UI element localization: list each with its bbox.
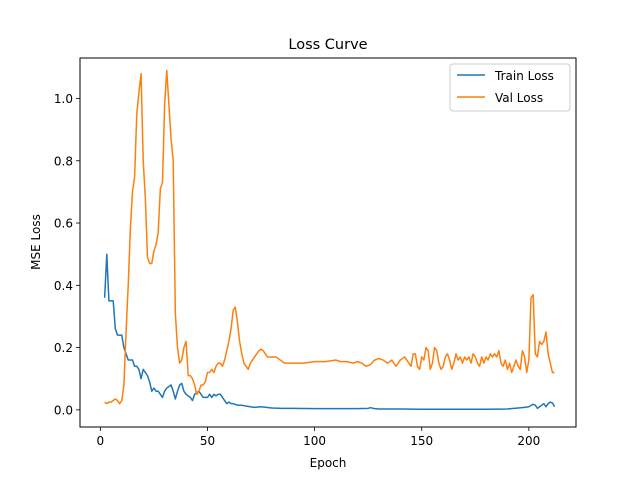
x-axis-ticks: 0 50 100 150 200 bbox=[97, 427, 540, 448]
legend-label-train-loss: Train Loss bbox=[494, 69, 554, 83]
y-tick-label: 1.0 bbox=[54, 92, 73, 106]
series-line-val-loss bbox=[104, 69, 555, 405]
y-tick-label: 0.0 bbox=[54, 403, 73, 417]
legend: Train Loss Val Loss bbox=[449, 63, 571, 112]
y-tick-label: 0.4 bbox=[54, 279, 73, 293]
y-axis-label: MSE Loss bbox=[29, 214, 43, 270]
x-axis-label: Epoch bbox=[310, 456, 347, 470]
x-tick-label: 50 bbox=[200, 434, 215, 448]
y-axis-ticks: 0.0 0.2 0.4 0.6 0.8 1.0 bbox=[54, 92, 80, 417]
series-line-train-loss bbox=[103, 253, 556, 410]
x-tick-label: 100 bbox=[303, 434, 326, 448]
x-tick-label: 150 bbox=[410, 434, 433, 448]
series-layer bbox=[103, 69, 556, 410]
plot-area bbox=[79, 57, 577, 428]
y-tick-label: 0.6 bbox=[54, 217, 73, 231]
chart-title: Loss Curve bbox=[288, 37, 367, 53]
y-tick-label: 0.8 bbox=[54, 154, 73, 168]
y-tick-label: 0.2 bbox=[54, 341, 73, 355]
x-tick-label: 200 bbox=[517, 434, 540, 448]
legend-label-val-loss: Val Loss bbox=[495, 91, 543, 105]
plot-frame bbox=[79, 57, 577, 428]
x-tick-label: 0 bbox=[97, 434, 105, 448]
